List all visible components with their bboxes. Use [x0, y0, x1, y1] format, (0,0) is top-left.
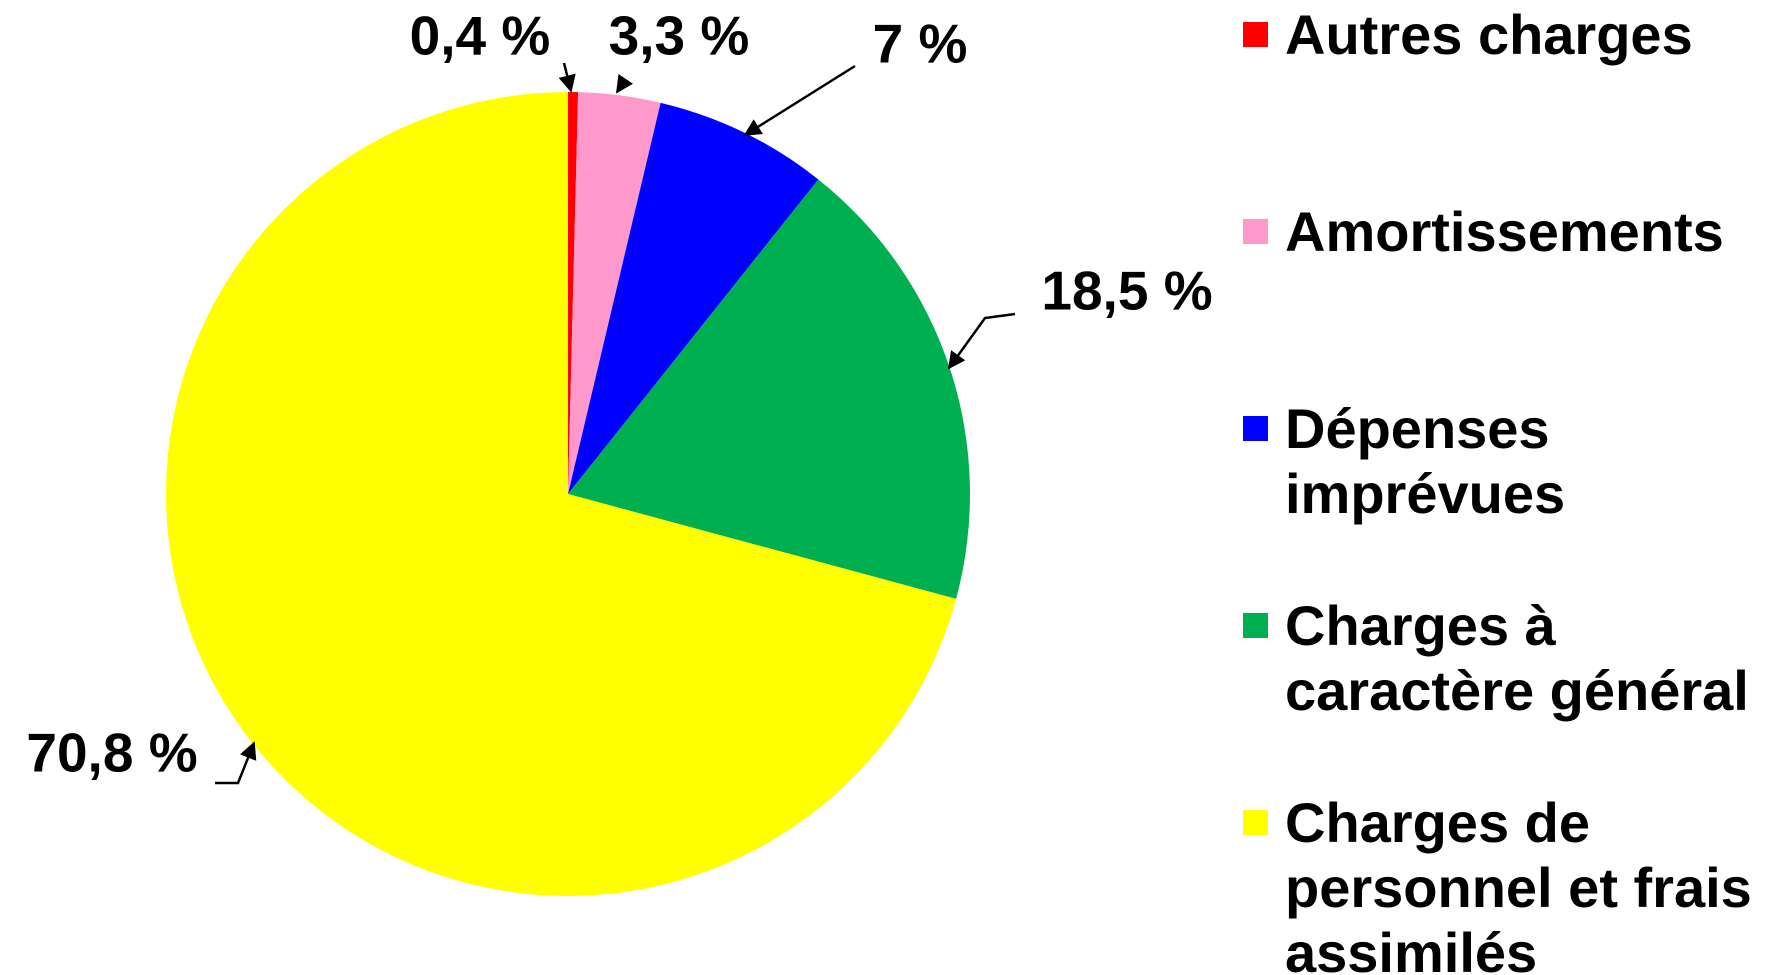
data-label: 18,5 % [1041, 260, 1212, 322]
legend-label: Amortissements [1285, 200, 1724, 263]
data-label: 7 % [873, 13, 968, 75]
leader-line [558, 62, 576, 93]
legend-label: Charges à caractère général [1285, 594, 1749, 722]
legend-swatch [1243, 810, 1268, 835]
leader-line [215, 741, 257, 785]
legend-label: Autres charges [1285, 3, 1693, 66]
legend-swatch [1243, 22, 1268, 47]
pie-slice [568, 92, 661, 494]
legend-swatch [1243, 219, 1268, 244]
legend-label: Dépenses imprévues [1285, 397, 1566, 525]
leader-line [947, 312, 1016, 370]
legend-swatch [1243, 613, 1268, 638]
legend-swatch [1243, 416, 1268, 441]
data-label: 3,3 % [609, 5, 750, 67]
pie-slice [165, 92, 957, 896]
data-label: 0,4 % [410, 5, 551, 67]
leader-line [615, 74, 634, 94]
pie-slice [568, 179, 970, 599]
pie-slice [568, 92, 579, 494]
data-label: 70,8 % [26, 722, 197, 784]
leader-line [743, 64, 856, 137]
pie-slice [568, 102, 819, 495]
legend-label: Charges de personnel et frais assimilés [1285, 791, 1752, 975]
